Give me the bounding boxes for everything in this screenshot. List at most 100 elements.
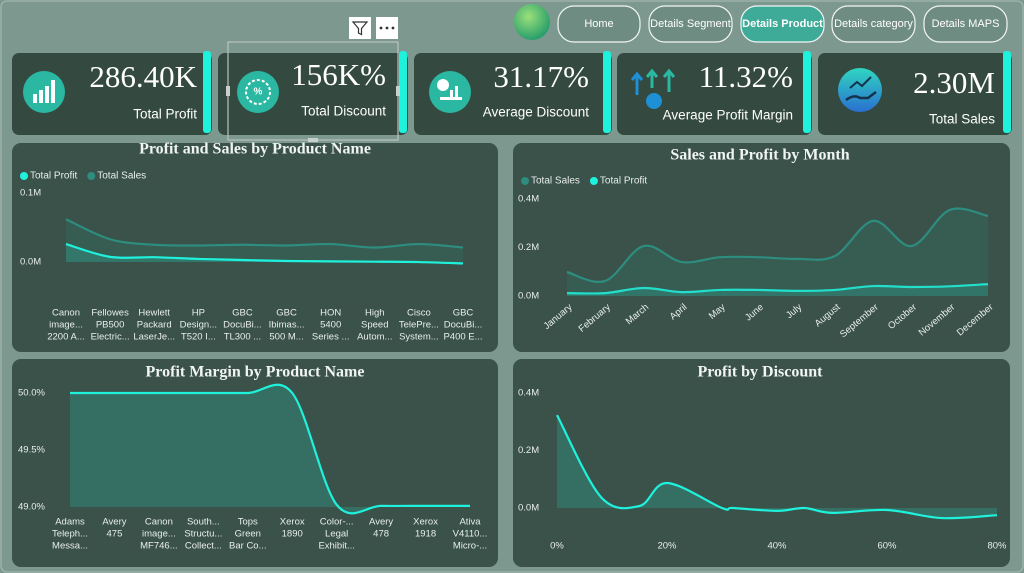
kpi-value: 31.17% [493,59,589,94]
x-tick-label: Tops [238,517,258,528]
line [566,207,989,283]
x-tick-label: Design... [180,320,218,331]
x-tick-label: Teleph... [52,529,88,540]
x-tick-label: Messa... [52,541,88,552]
selection-frame [226,41,400,142]
kpi-value: 286.40K [89,59,197,94]
legend-marker [589,177,598,185]
area [70,384,470,514]
y-tick-label: 0.2M [518,445,539,456]
x-tick-label: Micro-... [453,541,487,552]
line [566,283,989,295]
x-tick-label: Fellowes [91,308,129,319]
x-tick-label: Canon [145,517,173,528]
y-tick-label: 50.0% [18,388,45,399]
y-tick-label: 0.2M [518,242,539,253]
nav-button[interactable] [648,5,733,43]
x-tick-label: 500 M... [269,332,303,343]
icon-average-discount-shape [437,79,462,100]
legend-marker [20,172,28,180]
nav-button[interactable] [740,5,825,43]
x-tick-label: Ibimas... [269,320,305,331]
x-tick-label: Legal [325,529,348,540]
x-tick-label: GBC [453,308,474,319]
x-tick-label: Xerox [280,517,305,528]
x-tick-label: Electric... [91,332,130,343]
kpi-label: Total Profit [133,107,197,122]
y-tick-label: 0.4M [518,194,539,205]
filter-button[interactable] [349,17,371,39]
x-tick-label: Autom... [357,332,392,343]
x-tick-label: Cisco [407,308,431,319]
logo [514,4,550,40]
line [70,383,470,515]
nav-label: Home [584,18,613,30]
kpi-card [414,53,612,135]
kpi-label: Total Sales [929,112,995,127]
x-tick-label: V4110... [453,529,488,540]
charts: Profit and Sales by Product Name 0.1M 0.0M… [12,141,1010,567]
x-tick-label: 20% [657,541,677,552]
chart-panel [513,359,1010,567]
x-tick-label: 80% [987,541,1007,552]
chart-panel [12,359,498,567]
x-tick-label: 60% [877,541,897,552]
kpi-label: Average Discount [483,105,590,120]
nav-button[interactable] [557,5,641,43]
kpi-value: 156K% [291,57,386,92]
x-tick-label: South... [187,517,220,528]
icon-profit-margin [630,68,676,109]
x-tick-label: System... [399,332,439,343]
x-tick-label: Adams [55,517,85,528]
x-tick-label: Speed [361,320,388,331]
x-tick-label: TL300 ... [224,332,262,343]
nav-label: Details category [834,18,913,30]
more-icon [379,26,395,30]
x-tick-label: High [365,308,385,319]
legend-label: Total Sales [97,171,146,182]
nav-button[interactable] [923,5,1008,43]
y-tick-label: 0.0M [20,257,41,268]
x-tick-label: Xerox [413,517,438,528]
x-tick-label: 478 [373,529,389,540]
chart-title: Profit and Sales by Product Name [139,141,371,158]
kpi-accent [603,51,611,133]
kpi-label: Average Profit Margin [663,108,793,123]
y-tick-label: 49.5% [18,445,45,456]
x-tick-label: HP [192,308,205,319]
nav-label: Details Product [742,18,823,30]
legend-label: Total Profit [600,176,647,187]
x-tick-label: 1890 [282,529,303,540]
x-tick-label: 0% [550,541,564,552]
y-tick-label: 0.1M [20,187,41,198]
x-tick-label: PB500 [96,320,125,331]
icon-sales-trend [849,76,872,89]
x-tick-label: Structu... [184,529,222,540]
filter-icon [351,21,369,36]
legend-label: Total Sales [531,176,580,187]
x-tick-label: Canon [52,308,80,319]
x-tick-label: image... [142,529,176,540]
x-tick-label: MF746... [140,541,178,552]
y-tick-label: 0.0M [518,503,539,514]
x-tick-label: Avery [102,517,126,528]
nav-label: Details MAPS [932,18,1000,30]
x-tick-label: Color-... [320,517,354,528]
chart-title: Profit by Discount [697,364,823,381]
icon-profit-bars [33,80,55,103]
x-tick-label: GBC [232,308,253,319]
kpi-card [12,53,212,135]
area [66,219,463,263]
x-tick-label: T520 I... [181,332,216,343]
line [65,243,464,265]
nav-button[interactable] [831,5,916,43]
x-tick-label: Series ... [312,332,350,343]
kpi-accent [803,51,811,133]
icon-sales [838,68,882,112]
x-tick-label: Ativa [459,517,481,528]
x-tick-label: Avery [369,517,393,528]
visual-toolbar [349,17,398,39]
y-tick-label: 49.0% [18,502,45,513]
